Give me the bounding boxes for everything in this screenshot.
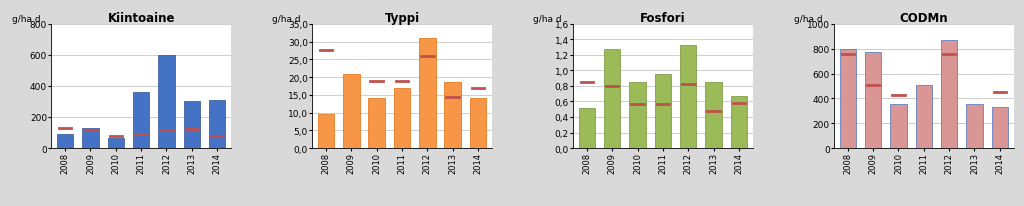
Bar — [108, 138, 124, 148]
Title: Fosfori: Fosfori — [640, 12, 686, 25]
Title: Typpi: Typpi — [384, 12, 420, 25]
Bar — [915, 85, 932, 148]
Bar — [183, 101, 200, 148]
Bar — [680, 46, 696, 148]
Bar — [209, 101, 225, 148]
Bar — [579, 108, 595, 148]
Bar — [890, 104, 906, 148]
Title: Kiintoaine: Kiintoaine — [108, 12, 175, 25]
Bar — [604, 49, 621, 148]
Bar — [865, 53, 882, 148]
Bar — [941, 41, 957, 148]
Bar — [394, 88, 411, 148]
Bar — [654, 75, 671, 148]
Bar — [317, 115, 334, 148]
Text: g/ha d: g/ha d — [534, 15, 562, 23]
Bar — [369, 99, 385, 148]
Bar — [991, 108, 1008, 148]
Bar — [159, 56, 175, 148]
Text: g/ha d: g/ha d — [272, 15, 301, 23]
Bar — [470, 99, 486, 148]
Bar — [840, 49, 856, 148]
Bar — [630, 83, 646, 148]
Bar — [82, 128, 98, 148]
Bar — [57, 135, 74, 148]
Bar — [731, 97, 748, 148]
Bar — [419, 39, 435, 148]
Bar — [444, 83, 461, 148]
Bar — [967, 104, 983, 148]
Title: CODMn: CODMn — [899, 12, 948, 25]
Bar — [133, 93, 150, 148]
Text: g/ha d: g/ha d — [11, 15, 40, 23]
Bar — [343, 75, 359, 148]
Text: g/ha d: g/ha d — [795, 15, 823, 23]
Bar — [706, 83, 722, 148]
